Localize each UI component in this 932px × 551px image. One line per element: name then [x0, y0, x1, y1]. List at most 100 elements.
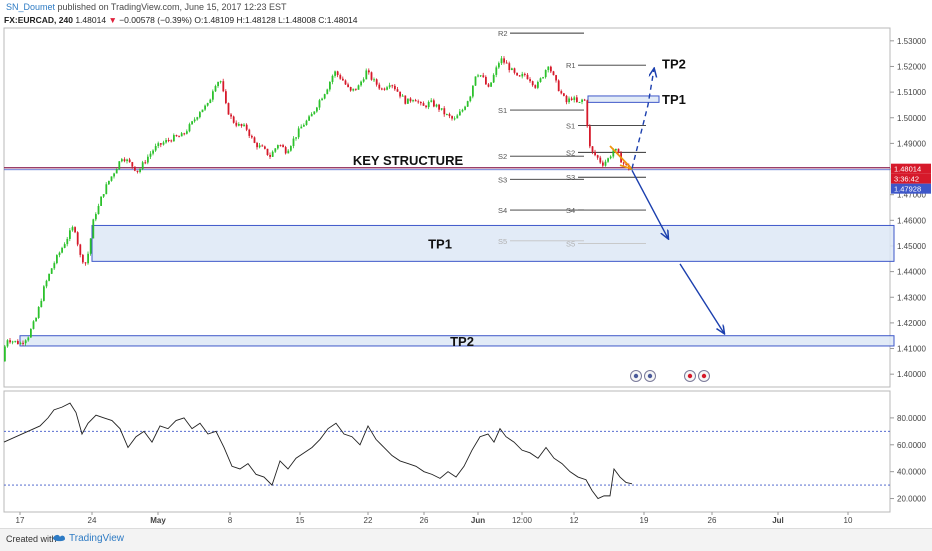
candle-body — [474, 76, 477, 86]
candle-body — [58, 252, 61, 256]
candle-body — [451, 116, 453, 119]
ohlc-open-value: 1.48109 — [203, 15, 235, 25]
candle-body — [323, 94, 326, 99]
rsi-axis-label-3: 20.0000 — [897, 495, 926, 504]
time-axis-label-6: 26 — [420, 516, 429, 525]
author-link[interactable]: SN_Doumet — [6, 2, 56, 12]
price-axis-label-2: 1.51000 — [897, 88, 926, 97]
candle-body — [381, 88, 383, 90]
candle-body — [282, 145, 284, 148]
candle-body — [622, 162, 625, 164]
candle-body — [232, 116, 235, 123]
candle-body — [240, 123, 243, 126]
candle-body — [355, 88, 357, 90]
candle-body — [113, 173, 115, 177]
candle-body — [222, 81, 225, 92]
candle-body — [391, 85, 394, 87]
candle-body — [35, 317, 37, 322]
candle-body — [253, 137, 256, 143]
tradingview-brand[interactable]: TradingView — [69, 533, 125, 544]
candle-body — [477, 75, 479, 77]
time-axis-label-0: 17 — [16, 516, 25, 525]
candle-body — [321, 98, 323, 101]
candle-body — [245, 124, 248, 130]
time-axis-label-4: 15 — [296, 516, 305, 525]
price-tag-bg-1 — [891, 173, 931, 184]
candle-body — [347, 84, 349, 88]
candle-body — [256, 142, 258, 148]
candle-body — [362, 79, 365, 82]
candle-body — [316, 107, 318, 112]
event-flag-icon-1-dot — [687, 373, 693, 379]
candle-body — [115, 169, 118, 174]
candle-body — [84, 262, 87, 264]
candle-body — [180, 133, 183, 137]
candle-body — [394, 85, 396, 90]
publish-info: SN_Doumet published on TradingView.com, … — [6, 2, 287, 12]
pivot-label-3: S1 — [566, 121, 575, 130]
candle-body — [248, 129, 251, 136]
chart-canvas[interactable]: 1.53000 1.52000 1.51000 1.50000 1.49000 1.480… — [0, 0, 932, 528]
candle-body — [217, 82, 219, 87]
tp1-lower-zone — [91, 224, 895, 262]
candle-body — [440, 108, 443, 110]
candle-body — [6, 340, 9, 347]
candle-body — [14, 340, 17, 342]
price-tag-2: 1.47928 — [894, 185, 921, 194]
candle-body — [167, 140, 170, 142]
candle-body — [446, 114, 448, 116]
candle-body — [152, 150, 154, 154]
key-structure-label: KEY STRUCTURE — [353, 153, 464, 168]
price-axis-label-7: 1.46000 — [897, 216, 926, 225]
candle-body — [537, 81, 539, 88]
pivot-label-8: S4 — [498, 206, 507, 215]
candle-body — [149, 153, 152, 157]
candle-body — [27, 337, 30, 341]
candle-body — [349, 87, 352, 91]
candle-body — [154, 146, 157, 151]
candle-body — [503, 58, 505, 63]
candle-body — [141, 162, 144, 170]
candle-body — [365, 70, 368, 80]
candle-body — [518, 75, 521, 77]
candle-body — [297, 128, 300, 138]
candle-body — [303, 124, 305, 127]
candle-body — [50, 268, 53, 274]
candle-body — [409, 98, 412, 102]
candle-body — [183, 133, 186, 135]
candle-body — [544, 70, 547, 78]
candle-body — [552, 71, 555, 76]
candle-body — [492, 74, 495, 83]
candle-body — [43, 286, 45, 301]
candle-body — [508, 63, 511, 71]
candle-body — [547, 66, 550, 71]
candle-body — [178, 136, 180, 138]
price-axis-label-1: 1.52000 — [897, 62, 926, 71]
time-axis-label-1: 24 — [88, 516, 97, 525]
last-price: 1.48014 — [72, 15, 107, 25]
symbol-info: FX:EURCAD, 240 1.48014 ▼ −0.00578 (−0.39… — [4, 15, 358, 25]
tp2-lower-zone — [19, 335, 895, 347]
ohlc-low-value: 1.48008 — [285, 15, 316, 25]
candle-body — [48, 273, 50, 281]
candle-body — [461, 109, 464, 112]
candle-body — [607, 158, 609, 162]
price-axis-label-4: 1.49000 — [897, 139, 926, 148]
upside-projection-arrow — [631, 69, 654, 169]
candle-body — [63, 244, 66, 248]
pivot-label-0: R2 — [498, 29, 508, 38]
candle-body — [469, 96, 472, 102]
candle-body — [74, 227, 76, 233]
candle-body — [370, 72, 373, 80]
candle-body — [422, 103, 425, 106]
price-axis-label-0: 1.53000 — [897, 37, 926, 46]
price-change: −0.00578 (−0.39%) — [116, 15, 192, 25]
footer-bar: Created with TradingView — [0, 528, 932, 551]
time-axis-label-12: Jul — [772, 516, 784, 525]
tp2-upper-label: TP2 — [662, 56, 686, 71]
published-text: published on TradingView.com, June 15, 2… — [55, 2, 287, 12]
candle-body — [258, 145, 261, 148]
candle-body — [243, 124, 245, 126]
candle-body — [573, 97, 576, 101]
candle-body — [534, 85, 537, 88]
